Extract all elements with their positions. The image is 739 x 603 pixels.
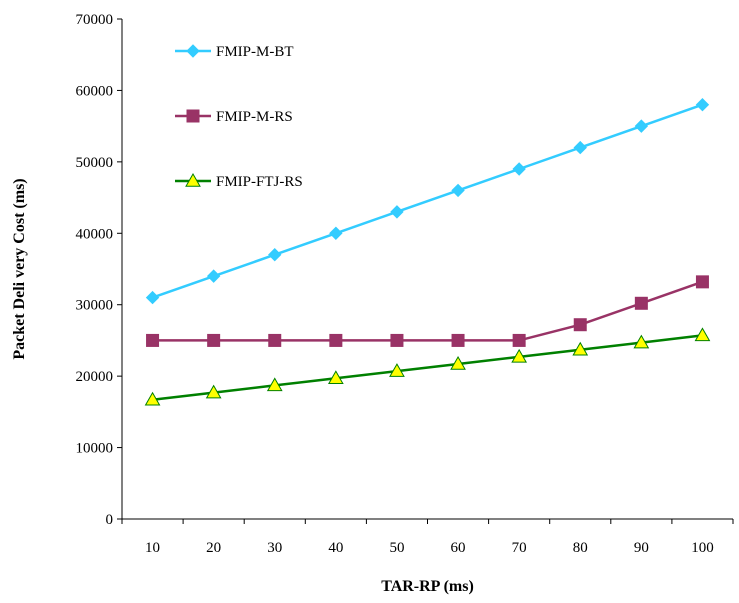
data-point — [205, 384, 222, 399]
y-tick-label: 30000 — [76, 298, 114, 314]
series-fmip-ftj-rs — [144, 327, 711, 406]
x-tick-label: 70 — [512, 540, 527, 556]
x-tick-label: 100 — [691, 540, 714, 556]
y-axis-title: Packet Deli very Cost (ms) — [11, 178, 28, 359]
series-fmip-m-bt — [145, 98, 710, 305]
data-point — [634, 119, 649, 133]
data-point — [512, 333, 526, 347]
data-point — [329, 226, 343, 240]
data-point — [695, 98, 710, 112]
y-tick-label: 10000 — [76, 441, 114, 457]
series-fmip-m-rs — [146, 275, 709, 347]
x-axis-ticks: 10 20 30 40 50 60 70 80 90 100 — [121, 519, 734, 556]
data-point — [451, 183, 465, 198]
y-tick-label: 0 — [106, 512, 114, 528]
data-point — [695, 275, 709, 289]
data-point — [329, 333, 343, 347]
legend-label: FMIP-M-RS — [216, 109, 293, 125]
data-point — [207, 333, 221, 347]
data-point — [144, 391, 161, 406]
data-point — [206, 269, 221, 283]
x-axis-title: TAR-RP (ms) — [381, 578, 474, 595]
x-tick-label: 40 — [328, 540, 343, 556]
data-point — [390, 333, 404, 347]
data-point — [145, 290, 160, 305]
data-point — [512, 162, 526, 176]
data-point — [634, 296, 648, 310]
x-tick-label: 30 — [267, 540, 282, 556]
data-point — [390, 205, 404, 219]
data-point — [268, 333, 282, 347]
data-point — [327, 370, 344, 385]
chart-legend: FMIP-M-BT FMIP-M-RS FMIP-FTJ-RS — [175, 44, 303, 190]
data-point — [511, 348, 528, 363]
y-axis-ticks: 0 10000 20000 30000 40000 50000 60000 70000 — [76, 12, 122, 528]
data-point — [266, 377, 283, 392]
data-point — [633, 334, 650, 349]
data-point — [572, 341, 589, 356]
x-tick-label: 20 — [206, 540, 221, 556]
series-line — [152, 280, 703, 342]
y-tick-label: 50000 — [76, 155, 114, 171]
data-point — [573, 318, 587, 332]
y-tick-label: 60000 — [76, 83, 114, 99]
data-point — [451, 333, 465, 347]
legend-marker — [186, 109, 200, 123]
legend-marker — [186, 44, 200, 58]
x-tick-label: 60 — [451, 540, 466, 556]
legend-label: FMIP-M-BT — [216, 44, 294, 60]
x-tick-label: 80 — [573, 540, 588, 556]
data-point — [450, 355, 466, 370]
x-tick-label: 10 — [145, 540, 160, 556]
series-line — [152, 103, 703, 299]
legend-label: FMIP-FTJ-RS — [216, 174, 303, 190]
legend-item: FMIP-M-BT — [175, 44, 294, 60]
legend-marker — [185, 172, 201, 187]
chart-series — [144, 98, 711, 406]
y-tick-label: 70000 — [76, 12, 114, 28]
data-point — [268, 248, 282, 262]
series-line — [152, 334, 703, 401]
data-point — [573, 140, 587, 155]
legend-item: FMIP-FTJ-RS — [175, 172, 303, 190]
data-point — [146, 333, 160, 347]
data-point — [694, 327, 711, 342]
chart-axes — [121, 19, 733, 520]
y-tick-label: 40000 — [76, 226, 114, 242]
y-tick-label: 20000 — [76, 369, 114, 385]
data-point — [389, 363, 405, 377]
x-tick-label: 90 — [634, 540, 649, 556]
legend-item: FMIP-M-RS — [175, 109, 293, 125]
x-tick-label: 50 — [389, 540, 404, 556]
